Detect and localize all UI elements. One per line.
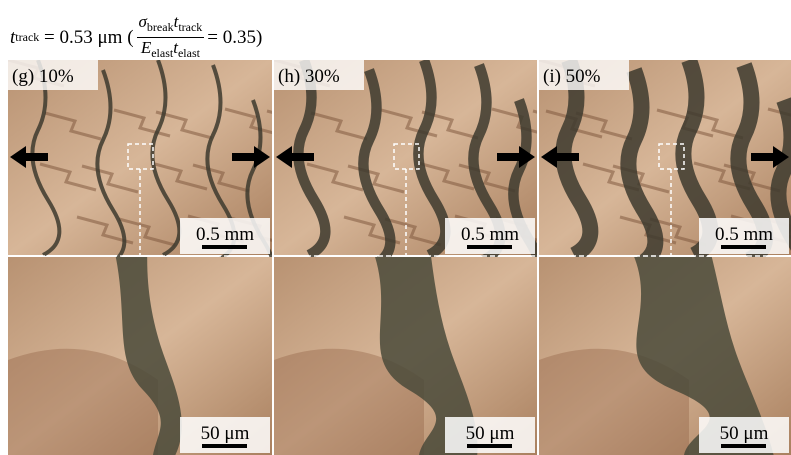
panel-label: (g) 10% [12,66,74,87]
bottom-image: 50 μm [274,257,537,455]
scale-bar [202,245,247,249]
subscript: track [15,30,39,45]
panel-label: (i) 50% [543,66,601,87]
ratio-text: = 0.35) [207,27,262,49]
micrograph-panel: (i) 50% 0.5 mm 50 μm [539,60,791,455]
value-text: = 0.53 μm ( [44,27,134,49]
scale-bar [467,444,512,448]
panel-label: (h) 30% [278,66,340,87]
scale-label: 0.5 mm [715,224,773,245]
subscript: break [147,20,174,34]
subscript: elast [178,46,200,60]
micrograph-panel: (g) 10% 0.5 mm 50 μm [8,60,272,455]
scale-bar [721,245,766,249]
scale-bar [202,444,247,448]
scale-bar [467,245,512,249]
bottom-image: 50 μm [539,257,791,455]
subscript: elast [151,46,173,60]
subscript: track [178,20,202,34]
scale-label: 50 μm [720,423,769,444]
scale-label: 0.5 mm [461,224,519,245]
symbol: σ [139,12,147,31]
micrograph-panel: (h) 30% 0.5 mm 50 μm [274,60,537,455]
scale-label: 0.5 mm [196,224,254,245]
page: ttrack = 0.53 μm (σbreakttrackEelasttela… [0,0,791,455]
scale-label: 50 μm [201,423,250,444]
scale-bar [721,444,766,448]
bottom-image: 50 μm [8,257,272,455]
symbol: E [141,38,151,57]
scale-label: 50 μm [466,423,515,444]
